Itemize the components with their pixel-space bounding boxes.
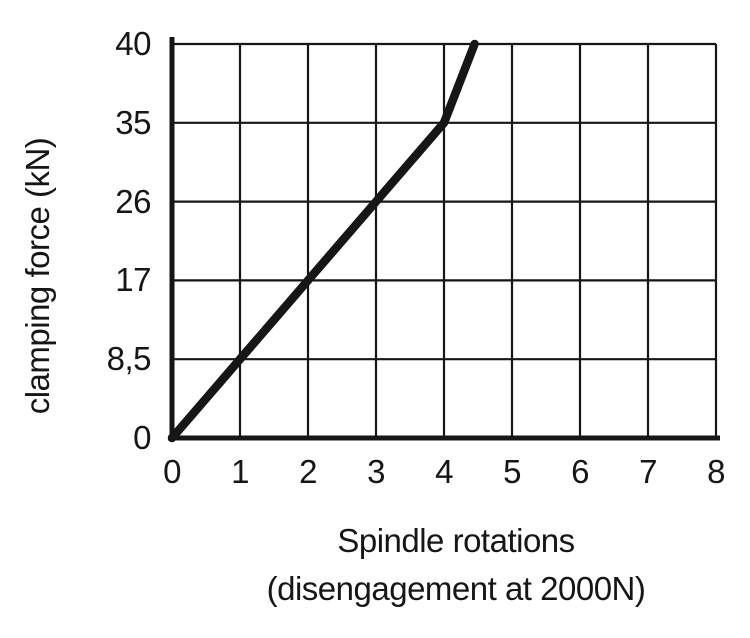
x-axis-title-line2: (disengagement at 2000N) xyxy=(266,570,646,607)
y-axis-title: clamping force (kN) xyxy=(19,137,56,415)
y-tick-label: 35 xyxy=(115,103,151,141)
x-tick-label: 0 xyxy=(163,453,181,490)
y-tick-label: 40 xyxy=(115,25,151,62)
clamping-force-line xyxy=(167,39,479,443)
y-tick-label: 26 xyxy=(115,182,151,220)
x-axis-title-line1: Spindle rotations xyxy=(337,522,575,559)
x-tick-label: 7 xyxy=(639,453,657,490)
y-tick-label: 17 xyxy=(115,261,151,299)
y-tick-label: 0 xyxy=(133,419,151,456)
x-tick-label: 6 xyxy=(571,453,589,490)
x-tick-label: 3 xyxy=(367,453,385,490)
x-tick-label: 1 xyxy=(231,453,249,490)
x-tick-label: 5 xyxy=(503,453,521,490)
x-axis-title: Spindle rotations (disengagement at 2000… xyxy=(267,517,646,613)
x-tick-label: 8 xyxy=(707,453,725,490)
x-tick-label: 4 xyxy=(435,453,453,490)
x-tick-label: 2 xyxy=(299,453,317,490)
y-tick-label: 8,5 xyxy=(106,340,152,378)
